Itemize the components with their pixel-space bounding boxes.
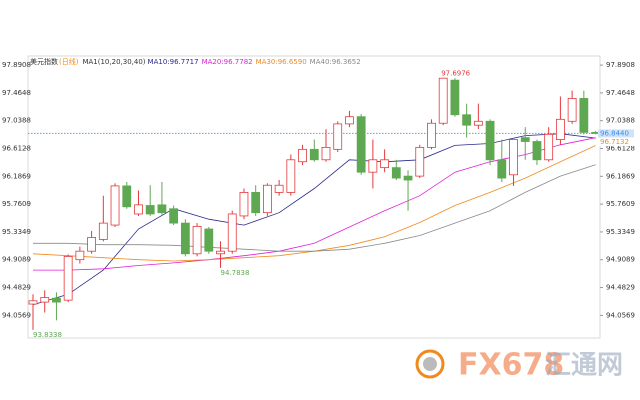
y-tick-label: 95.7609 [606,200,635,208]
low-annotation: 94.7838 [221,269,250,277]
legend-entry: MA10:96.7717 [148,58,199,66]
chart-title: 美元指数 [30,57,58,66]
watermark-name: 汇通网 [545,351,623,381]
candle-body [122,185,132,208]
ma-line [33,164,596,252]
candle-body [497,159,507,179]
y-tick-label: 97.4648 [2,89,31,97]
watermark-logo [415,349,445,379]
y-tick-label: 97.0388 [2,117,31,125]
candle-body [345,116,354,125]
y-tick-label: 97.8908 [2,61,31,69]
y-tick-label: 94.4829 [606,284,635,292]
candle-body [415,146,425,177]
chart-subtitle: (日线) [59,57,79,66]
watermark-brand: FX678 [458,348,564,383]
candle-body [169,208,179,224]
candle-body [532,141,542,161]
y-tick-label: 94.0569 [606,311,635,319]
indicator-label: MA1(10,20,30,40) [82,58,145,66]
candle-body [110,185,120,226]
y-tick-label: 95.3349 [2,228,31,236]
candle-body [380,159,390,169]
y-tick-label: 96.1869 [2,172,31,180]
y-tick-label: 94.9089 [606,256,635,264]
candle-body [333,123,343,150]
candle-body [509,139,518,176]
candle-body [98,222,108,240]
candle-body [274,184,284,193]
candle-body [157,204,167,214]
price-tag: 96.7132 [600,138,629,146]
y-tick-label: 94.0569 [2,311,31,319]
candle-body [450,79,460,116]
candle-body [485,120,495,161]
price-tag-bg [598,137,634,146]
candle-body [356,116,366,173]
y-tick-label: 95.3349 [606,228,635,236]
candle-body [427,122,436,148]
price-tag-bg [598,129,634,138]
candle-body [180,222,190,255]
candle-body [227,213,237,252]
candle-body [391,167,401,179]
candle-body [403,175,413,181]
candle-body [309,148,319,161]
candle-body [579,98,589,133]
candle-body [556,118,565,140]
candle-body [251,192,261,214]
price-tag: 96.8440 [600,129,629,137]
watermark-logo [423,357,437,371]
candle-body [40,297,50,303]
candle-body [239,192,249,217]
candle-body [28,300,38,305]
candle-body [87,237,96,252]
y-tick-label: 97.8908 [606,61,635,69]
y-tick-label: 96.1869 [606,172,635,180]
candle-body [321,146,331,161]
candle-body [544,133,554,161]
candle-body [75,250,85,261]
candle-body [567,98,577,122]
high-annotation: 97.6976 [441,70,470,78]
candle-body [286,159,296,193]
legend-entry: MA30:96.6590 [256,58,307,66]
candle-body [520,137,530,142]
y-tick-label: 96.6128 [2,145,31,153]
candle-body [262,184,272,214]
y-tick-label: 97.0388 [606,117,635,125]
candle-body [368,159,378,173]
candle-body [63,256,73,301]
candle-body [462,114,472,126]
y-tick-label: 96.6128 [606,145,635,153]
y-tick-label: 94.4829 [2,284,31,292]
y-tick-label: 94.9089 [2,256,31,264]
candle-body [145,205,155,215]
watermark: FX678 汇通网 [415,348,623,383]
legend-entry: MA40:96.3652 [310,58,361,66]
plot-frame [27,55,601,339]
candle-body [438,77,448,124]
candle-body [473,120,483,126]
legend-entry: MA20:96.7782 [202,58,253,66]
candle-body [298,148,307,163]
low-annotation: 93.8338 [33,331,62,339]
candle-body [192,225,202,255]
y-tick-label: 97.4648 [606,89,635,97]
candle-body [204,228,214,252]
candle-body [216,250,225,255]
candle-body [134,204,143,215]
y-tick-label: 95.7609 [2,200,31,208]
candle-body [52,297,61,303]
